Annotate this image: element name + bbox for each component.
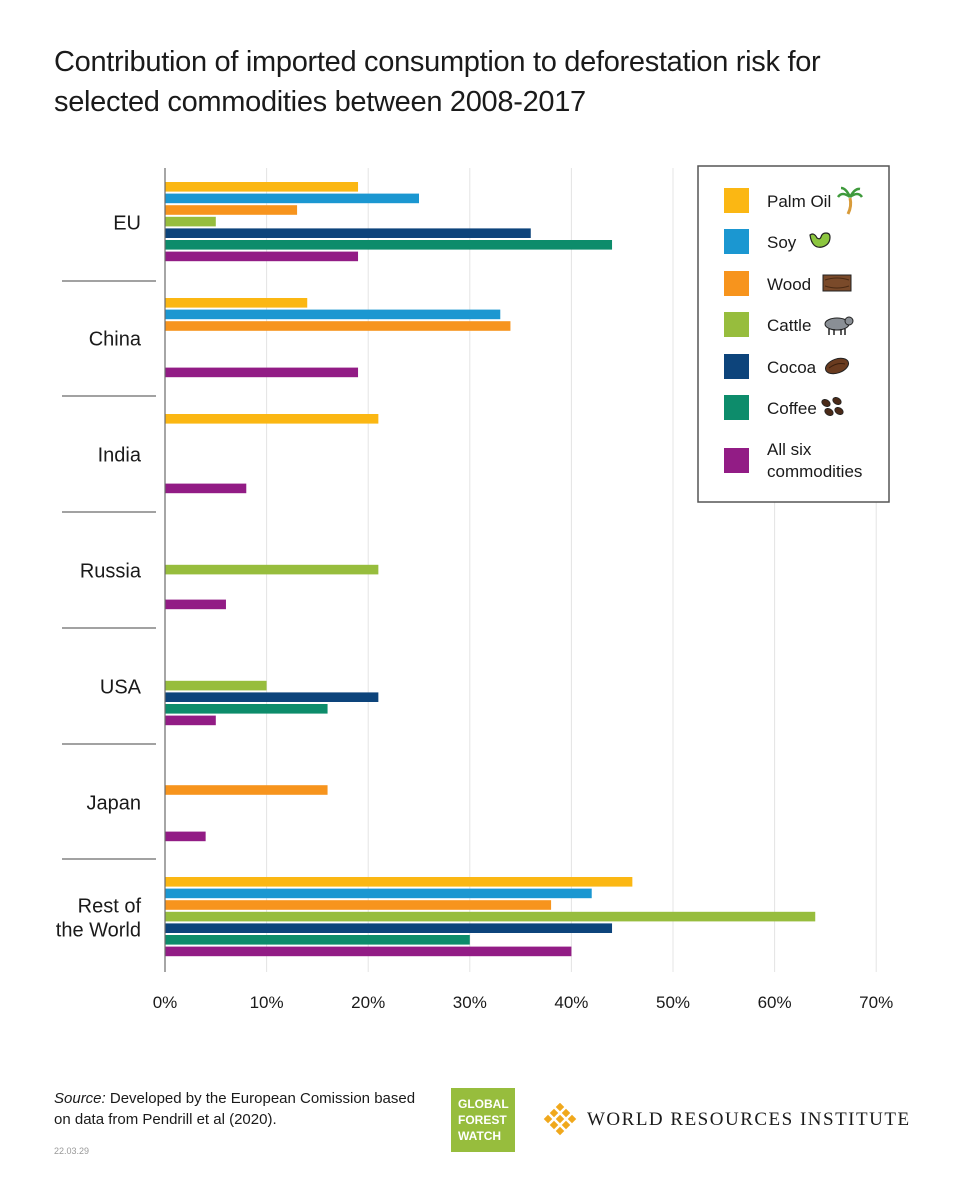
soybean-icon: [809, 232, 831, 248]
bar: [165, 182, 359, 192]
gfw-logo-line: WATCH: [458, 1129, 502, 1143]
bar: [165, 831, 206, 842]
legend-swatch: [724, 312, 749, 337]
bar: [165, 692, 379, 702]
global-forest-watch-logo: GLOBAL FOREST WATCH: [451, 1088, 515, 1152]
legend-label: Cocoa: [767, 358, 817, 377]
wri-logo: WORLD RESOURCES INSTITUTE: [543, 1103, 911, 1137]
legend-label: Palm Oil: [767, 192, 831, 211]
legend: Palm Oil Soy Wood Cattle Cocoa Coffee All six c…: [697, 165, 890, 503]
source-label: Source:: [54, 1090, 106, 1107]
legend-label: commodities: [767, 462, 862, 481]
x-tick-label: 40%: [554, 993, 588, 1012]
category-label: Russia: [80, 561, 142, 583]
bar: [165, 193, 419, 204]
bar: [165, 877, 633, 887]
x-tick-label: 60%: [758, 993, 792, 1012]
x-tick-label: 30%: [453, 993, 487, 1012]
bar: [165, 240, 613, 250]
x-tick-label: 10%: [250, 993, 284, 1012]
legend-swatch: [724, 271, 749, 296]
legend-label: Coffee: [767, 399, 817, 418]
palm-tree-icon: [836, 186, 864, 215]
wri-name: WORLD RESOURCES INSTITUTE: [587, 1109, 911, 1130]
category-label: USA: [100, 677, 142, 699]
category-label: Rest of: [78, 896, 142, 918]
bar: [165, 923, 613, 933]
x-tick-label: 20%: [351, 993, 385, 1012]
legend-swatch: [724, 448, 749, 473]
source-note: Source: Developed by the European Comiss…: [54, 1088, 434, 1130]
bar: [165, 900, 552, 910]
x-tick-label: 70%: [859, 993, 893, 1012]
bar: [165, 483, 247, 494]
legend-label: Cattle: [767, 316, 811, 335]
coffee-beans-icon: [821, 397, 844, 416]
legend-label: Wood: [767, 275, 811, 294]
bar: [165, 216, 216, 227]
wood-icon: [822, 274, 852, 292]
bar: [165, 785, 328, 795]
bar: [165, 680, 267, 691]
bar: [165, 599, 226, 610]
cocoa-bean-icon: [824, 357, 850, 375]
chart-title: Contribution of imported consumption to …: [54, 46, 821, 118]
gfw-logo-line: FOREST: [458, 1113, 507, 1127]
legend-swatch: [724, 354, 749, 379]
legend-swatch: [724, 395, 749, 420]
category-label: EU: [113, 213, 141, 235]
legend-swatch: [724, 229, 749, 254]
source-text: Developed by the European Comission base…: [54, 1090, 416, 1128]
legend-label: All six: [767, 440, 812, 459]
category-label: India: [98, 445, 142, 467]
legend-label: Soy: [767, 233, 797, 252]
category-label: the World: [56, 920, 141, 942]
bar: [165, 935, 470, 945]
x-tick-label: 50%: [656, 993, 690, 1012]
bar: [165, 367, 359, 378]
cattle-icon: [824, 316, 854, 335]
bar: [165, 715, 216, 726]
date-code: 22.03.29: [54, 1146, 90, 1156]
bar: [165, 298, 308, 308]
bar: [165, 251, 359, 262]
bar: [165, 911, 816, 922]
x-tick-label: 0%: [153, 993, 178, 1012]
bar: [165, 309, 501, 320]
legend-swatch: [724, 188, 749, 213]
gfw-logo-line: GLOBAL: [458, 1097, 509, 1111]
category-label: China: [89, 329, 142, 351]
wri-emblem-icon: [543, 1103, 577, 1136]
bar: [165, 414, 379, 424]
bar: [165, 321, 511, 331]
bar: [165, 704, 328, 714]
bar: [165, 888, 592, 899]
bar: [165, 228, 531, 238]
bars: [165, 182, 816, 957]
bar: [165, 205, 298, 215]
bar: [165, 946, 572, 957]
bar: [165, 564, 379, 575]
category-label: Japan: [87, 793, 142, 815]
